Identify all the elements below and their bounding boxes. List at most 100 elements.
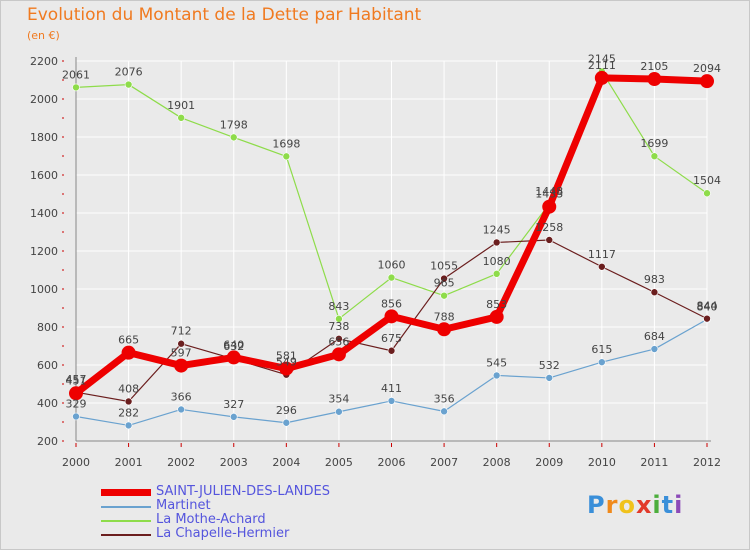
data-label: 356	[434, 392, 455, 405]
data-point	[177, 339, 185, 348]
data-point	[545, 236, 554, 244]
data-point	[440, 291, 448, 300]
y-tick-label: 1800	[30, 131, 58, 144]
data-label: 1055	[430, 260, 458, 273]
data-label: 1258	[535, 221, 563, 234]
data-label: 1798	[220, 118, 248, 131]
x-tick-label: 2003	[220, 456, 248, 469]
data-label: 457	[66, 373, 87, 386]
x-tick-label: 2009	[535, 456, 563, 469]
y-tick-label: 1400	[30, 207, 58, 220]
data-label: 983	[644, 273, 665, 286]
data-label: 615	[591, 343, 612, 356]
data-label: 597	[171, 347, 192, 360]
data-point	[492, 238, 501, 247]
legend-label: La Chapelle-Hermier	[156, 526, 290, 541]
data-label: 965	[434, 277, 455, 290]
logo-letter: o	[618, 491, 636, 519]
x-tick-label: 2002	[167, 456, 195, 469]
x-tick-label: 2010	[588, 456, 616, 469]
data-label: 1117	[588, 248, 616, 261]
data-label: 853	[486, 298, 507, 311]
series-saint-julien-des-landes	[69, 70, 714, 401]
data-label: 451	[66, 374, 87, 387]
data-point	[489, 309, 504, 324]
data-point	[387, 397, 396, 405]
data-label: 1699	[640, 137, 668, 150]
data-label: 354	[328, 393, 349, 406]
x-tick-label: 2011	[640, 456, 668, 469]
data-point	[387, 346, 396, 355]
data-point	[124, 421, 133, 430]
data-point	[177, 405, 185, 414]
data-point	[440, 274, 448, 283]
data-label: 738	[328, 320, 349, 333]
data-point	[72, 412, 80, 421]
data-label: 1060	[378, 259, 406, 272]
data-point	[124, 80, 133, 89]
logo-letter: t	[661, 491, 675, 519]
data-label: 1698	[272, 137, 300, 150]
data-point	[598, 262, 606, 271]
data-label: 675	[381, 332, 402, 345]
chart-title: Evolution du Montant de la Dette par Hab…	[27, 5, 422, 25]
x-tick-label: 2008	[483, 456, 511, 469]
data-point	[124, 397, 133, 406]
data-point	[650, 345, 659, 353]
data-point	[72, 83, 80, 92]
data-point	[492, 269, 501, 278]
data-point	[174, 358, 189, 373]
legend-swatch	[101, 506, 151, 508]
y-tick-label: 2000	[30, 93, 58, 106]
data-point	[279, 361, 294, 376]
logo-letter: x	[635, 491, 653, 519]
data-label: 329	[66, 397, 87, 410]
legend-label: Martinet	[156, 498, 211, 513]
data-label: 408	[118, 382, 139, 395]
data-point	[700, 74, 714, 89]
y-tick-label: 1600	[30, 169, 58, 182]
data-label: 545	[486, 356, 507, 369]
y-tick-label: 1200	[30, 245, 58, 258]
data-label: 549	[276, 356, 297, 369]
data-label: 2094	[693, 62, 721, 75]
data-label: 788	[434, 310, 455, 323]
data-label: 532	[539, 359, 560, 372]
data-label: 282	[118, 406, 139, 419]
y-tick-label: 2200	[30, 55, 58, 68]
data-label: 2145	[588, 52, 616, 65]
data-point	[69, 386, 83, 401]
legend-label: La Mothe-Achard	[156, 512, 266, 527]
data-point	[229, 413, 238, 421]
x-tick-label: 2004	[272, 456, 300, 469]
proxiti-logo: Proxiti	[587, 491, 683, 519]
y-tick-label: 200	[37, 435, 58, 448]
data-point	[229, 133, 238, 142]
data-point	[384, 309, 399, 324]
data-point	[177, 114, 185, 122]
data-label: 366	[171, 390, 192, 403]
data-point	[226, 350, 241, 365]
data-label: 2105	[640, 60, 668, 73]
x-tick-label: 2007	[430, 456, 458, 469]
y-tick-label: 400	[37, 397, 58, 410]
data-label: 844	[697, 300, 718, 313]
data-label: 2076	[115, 66, 143, 79]
data-label: 1901	[167, 99, 195, 112]
data-point	[598, 358, 606, 366]
legend-swatch	[101, 520, 151, 522]
data-point	[703, 189, 711, 198]
data-label: 684	[644, 330, 665, 343]
legend-swatch	[101, 534, 151, 536]
data-point	[335, 334, 343, 343]
data-label: 1080	[483, 255, 511, 268]
data-point	[121, 345, 136, 360]
data-label: 840	[697, 300, 718, 313]
series-martinet	[72, 315, 711, 430]
data-point	[440, 407, 448, 416]
data-point	[282, 418, 291, 427]
y-tick-label: 1000	[30, 283, 58, 296]
data-point	[331, 347, 346, 362]
data-label: 581	[276, 350, 297, 363]
